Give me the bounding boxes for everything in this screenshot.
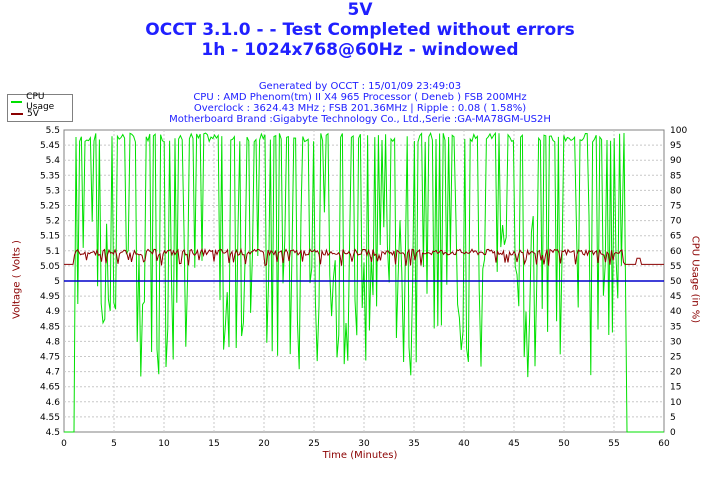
cpu-info: CPU : AMD Phenom(tm) II X4 965 Processor… [193,92,527,103]
overclock-info: Overclock : 3624.43 MHz ; FSB 201.36MHz … [193,103,527,114]
x-tick-label: 20 [258,439,270,449]
motherboard-info: Motherboard Brand :Gigabyte Technology C… [169,114,551,125]
y-tick-label-right: 65 [670,232,681,242]
y-tick-label-left: 5.4 [46,156,61,166]
y-tick-label-right: 70 [670,217,682,227]
legend-item-5v: 5V [11,108,39,120]
y-tick-label-right: 90 [670,156,682,166]
y-tick-label-left: 4.65 [40,383,60,393]
chart-subtitle: OCCT 3.1.0 - - Test Completed without er… [145,20,575,40]
y-tick-label-right: 80 [670,186,682,196]
y-axis-label-right: CPU Usage (in %) [689,235,701,324]
x-tick-label: 60 [658,439,670,449]
x-axis-label: Time (Minutes) [322,450,398,461]
y-tick-label-right: 50 [670,277,682,287]
x-tick-label: 40 [458,439,470,449]
y-tick-label-right: 60 [670,247,682,257]
y-tick-label-right: 55 [670,262,681,272]
x-tick-label: 0 [61,439,67,449]
y-tick-label-right: 75 [670,202,681,212]
chart-subtitle-2: 1h - 1024x768@60Hz - windowed [201,40,519,60]
x-tick-label: 30 [358,439,370,449]
x-tick-label: 50 [558,439,570,449]
x-tick-label: 10 [158,439,170,449]
x-tick-label: 25 [308,439,319,449]
y-tick-label-left: 5.3 [46,186,60,196]
y-tick-label-left: 5 [54,277,60,287]
series-line-cpu-usage [64,131,664,433]
y-tick-label-right: 20 [670,368,682,378]
y-tick-label-right: 15 [670,383,681,393]
y-tick-label-right: 100 [670,126,687,136]
y-tick-label-left: 4.95 [40,292,60,302]
series-line-5v [64,247,664,267]
y-tick-label-left: 5.5 [46,126,60,136]
y-tick-label-left: 4.8 [46,337,61,347]
y-tick-label-left: 4.9 [46,307,61,317]
legend-label-cpu-usage: CPU Usage [26,92,55,112]
legend-label-5v: 5V [27,109,39,119]
y-tick-label-right: 40 [670,307,682,317]
y-tick-label-left: 4.85 [40,322,60,332]
x-tick-label: 55 [608,439,619,449]
y-tick-label-left: 5.25 [40,202,60,212]
y-tick-label-left: 5.15 [40,232,60,242]
legend-swatch-5v [11,113,23,115]
y-tick-label-left: 4.75 [40,353,60,363]
y-tick-label-left: 4.6 [46,398,61,408]
y-tick-label-left: 4.55 [40,413,60,423]
y-tick-label-right: 5 [670,413,676,423]
y-axis-label-left: Voltage ( Volts ) [11,240,23,319]
y-tick-label-right: 10 [670,398,682,408]
y-tick-label-right: 95 [670,141,681,151]
y-tick-label-left: 5.45 [40,141,60,151]
y-tick-label-left: 5.35 [40,171,60,181]
x-tick-label: 5 [111,439,117,449]
generated-info: Generated by OCCT : 15/01/09 23:49:03 [258,81,462,92]
legend-swatch-cpu-usage [11,101,23,103]
y-tick-label-right: 0 [670,428,676,438]
legend: CPU Usage 5V [7,92,73,122]
x-tick-label: 35 [408,439,419,449]
x-tick-label: 45 [508,439,519,449]
y-tick-label-left: 4.5 [46,428,60,438]
x-tick-label: 15 [208,439,219,449]
y-tick-label-left: 4.7 [46,368,60,378]
y-tick-label-right: 35 [670,322,681,332]
legend-item-cpu-usage: CPU Usage [11,92,72,112]
y-tick-label-right: 25 [670,353,681,363]
y-tick-label-right: 30 [670,337,682,347]
y-tick-label-left: 5.1 [46,247,60,257]
y-tick-label-left: 5.2 [46,217,60,227]
y-tick-label-right: 45 [670,292,681,302]
y-tick-label-right: 85 [670,171,681,181]
chart-title: 5V [347,0,373,20]
y-tick-label-left: 5.05 [40,262,60,272]
